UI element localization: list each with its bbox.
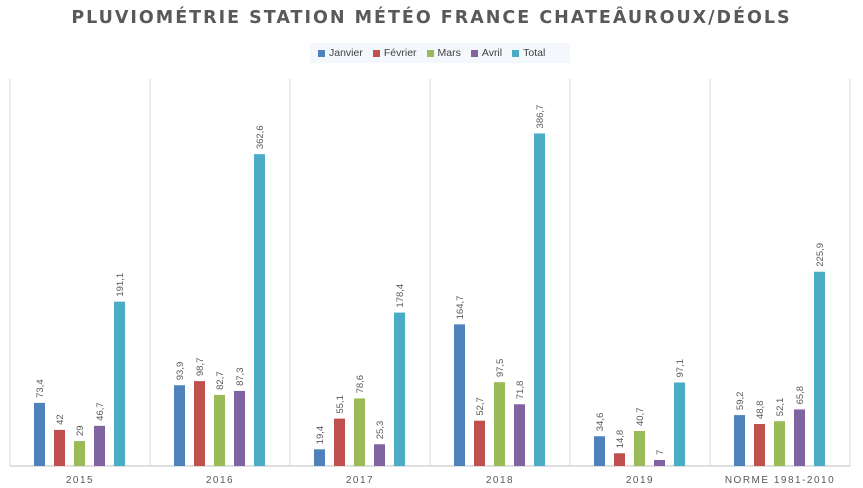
bar-février bbox=[754, 424, 765, 466]
data-label: 34,6 bbox=[595, 413, 606, 432]
data-label: 7 bbox=[655, 450, 666, 455]
data-label: 46,7 bbox=[95, 402, 106, 421]
legend-label: Mars bbox=[437, 47, 461, 59]
legend-label: Janvier bbox=[329, 47, 363, 59]
bar-février bbox=[474, 420, 485, 466]
legend-swatch bbox=[426, 49, 434, 57]
bar-février bbox=[54, 429, 65, 466]
legend-label: Avril bbox=[481, 47, 503, 59]
data-label: 93,9 bbox=[175, 362, 186, 381]
legend-label: Février bbox=[383, 47, 417, 59]
legend-item-0: Janvier bbox=[318, 47, 363, 59]
data-label: 97,1 bbox=[675, 359, 686, 378]
bar-mars bbox=[214, 394, 225, 466]
bar-janvier bbox=[174, 385, 185, 466]
data-label: 52,1 bbox=[775, 398, 786, 417]
data-label: 48,8 bbox=[755, 401, 766, 420]
data-label: 97,5 bbox=[495, 359, 506, 378]
legend: Janvier Février Mars Avril Total bbox=[310, 43, 570, 63]
data-label: 386,7 bbox=[535, 105, 546, 129]
data-label: 178,4 bbox=[395, 284, 406, 308]
legend-swatch bbox=[318, 49, 325, 57]
data-label: 98,7 bbox=[195, 358, 206, 377]
bar-total bbox=[254, 154, 265, 466]
data-label: 40,7 bbox=[635, 407, 646, 426]
bar-avril bbox=[374, 444, 385, 466]
legend-item-3: Avril bbox=[470, 47, 503, 59]
legend-label: Total bbox=[523, 47, 546, 59]
bar-mars bbox=[494, 382, 505, 466]
data-label: 71,8 bbox=[515, 381, 526, 400]
bar-mars bbox=[634, 430, 645, 466]
bar-total bbox=[394, 312, 405, 466]
bar-mars bbox=[354, 398, 365, 466]
data-label: 73,4 bbox=[35, 379, 46, 398]
data-label: 19,4 bbox=[315, 426, 326, 445]
bar-janvier bbox=[314, 449, 325, 466]
data-label: 164,7 bbox=[455, 296, 466, 320]
bar-avril bbox=[654, 459, 665, 466]
legend-item-2: Mars bbox=[426, 47, 461, 59]
bar-avril bbox=[234, 390, 245, 466]
legend-swatch bbox=[512, 49, 520, 57]
chart-title: PLUVIOMÉTRIE STATION MÉTÉO FRANCE CHATEÂ… bbox=[71, 8, 792, 28]
x-tick-label: 2016 bbox=[206, 475, 234, 486]
bar-total bbox=[814, 271, 825, 466]
data-label: 52,7 bbox=[475, 397, 486, 416]
bar-mars bbox=[74, 441, 85, 466]
bar-avril bbox=[514, 404, 525, 466]
data-label: 42 bbox=[55, 414, 66, 425]
data-label: 59,2 bbox=[735, 392, 746, 411]
data-label: 78,6 bbox=[355, 375, 366, 394]
legend-swatch bbox=[372, 49, 380, 57]
data-label: 87,3 bbox=[235, 367, 246, 386]
bar-avril bbox=[94, 425, 105, 466]
legend-item-4: Total bbox=[512, 47, 545, 59]
bar-avril bbox=[794, 409, 805, 466]
data-label: 14,8 bbox=[615, 430, 626, 449]
x-tick-label: 2017 bbox=[346, 475, 374, 486]
bar-total bbox=[534, 133, 545, 467]
data-label: 25,3 bbox=[375, 421, 386, 440]
legend-item-1: Février bbox=[372, 47, 417, 59]
x-tick-label: NORME 1981-2010 bbox=[725, 475, 835, 486]
data-label: 191,1 bbox=[115, 273, 126, 297]
bar-janvier bbox=[594, 436, 605, 466]
bar-janvier bbox=[34, 402, 45, 466]
x-tick-label: 2019 bbox=[626, 475, 654, 486]
data-label: 82,7 bbox=[215, 371, 226, 390]
x-tick-label: 2018 bbox=[486, 475, 514, 486]
bar-janvier bbox=[734, 415, 745, 466]
legend-swatch bbox=[470, 49, 478, 57]
x-tick-label: 2015 bbox=[66, 475, 94, 486]
data-label: 362,6 bbox=[255, 125, 266, 149]
bar-février bbox=[614, 453, 625, 466]
bar-total bbox=[114, 301, 125, 466]
data-label: 29 bbox=[75, 425, 86, 436]
data-label: 65,8 bbox=[795, 386, 806, 405]
data-label: 225,9 bbox=[815, 243, 826, 267]
bar-janvier bbox=[454, 324, 465, 466]
bar-mars bbox=[774, 421, 785, 466]
bar-total bbox=[674, 382, 685, 466]
bar-février bbox=[334, 418, 345, 466]
bar-février bbox=[194, 381, 205, 466]
data-label: 55,1 bbox=[335, 395, 346, 414]
